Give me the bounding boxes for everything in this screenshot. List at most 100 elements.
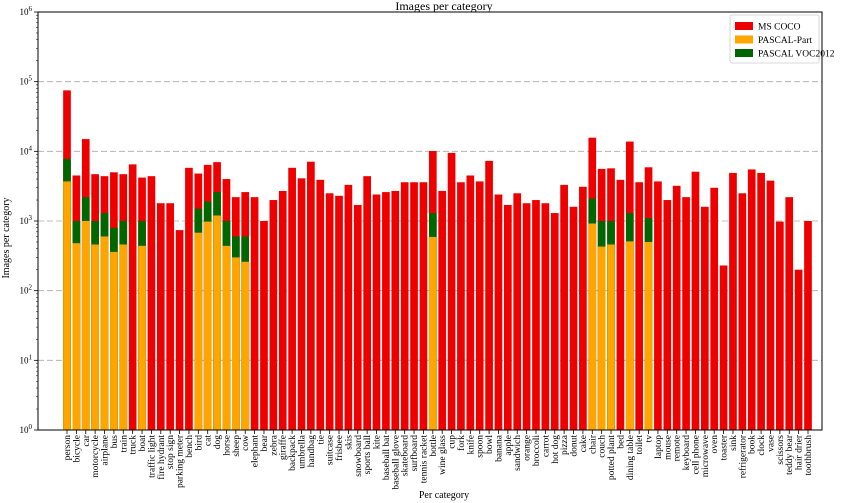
x-tick-label: zebra xyxy=(269,434,279,455)
x-tick-label: sheep xyxy=(232,435,242,457)
x-tick-label: elephant xyxy=(251,435,261,468)
bar-ms-coco-surfboard xyxy=(410,182,418,430)
bar-ms-coco-remote xyxy=(672,185,681,430)
x-tick-label: banana xyxy=(494,434,504,462)
bar-pascal-part-cat xyxy=(203,221,212,430)
x-tick-label: dining table xyxy=(626,435,636,480)
bar-ms-coco-wine-glass xyxy=(438,190,447,430)
x-tick-label: traffic light xyxy=(146,435,157,478)
x-tick-label: bowl xyxy=(485,435,495,454)
x-tick-label: vase xyxy=(766,435,776,452)
legend: MS COCO PASCAL-Part PASCAL VOC2012 xyxy=(729,14,835,64)
x-tick-label: umbrella xyxy=(297,434,307,469)
bar-ms-coco-fire-hydrant xyxy=(156,203,165,430)
bar-ms-coco-cup xyxy=(447,152,456,430)
y-tick-label: 103 xyxy=(20,214,33,226)
bar-ms-coco-sports-ball xyxy=(363,176,371,430)
bar-ms-coco-spoon xyxy=(475,181,484,430)
bar-ms-coco-sink xyxy=(729,172,737,431)
bar-ms-coco-knife xyxy=(466,175,475,430)
bar-ms-coco-vase xyxy=(766,180,775,430)
bar-ms-coco-tennis-racket xyxy=(419,182,428,430)
bar-ms-coco-umbrella xyxy=(297,178,306,430)
bar-ms-coco-apple xyxy=(504,204,512,430)
y-axis-label: Images per category xyxy=(1,197,12,278)
bar-pascal-part-potted-plant xyxy=(607,244,615,430)
bar-pascal-part-horse xyxy=(222,245,231,430)
x-tick-label: remote xyxy=(673,435,683,461)
chart-title: Images per category xyxy=(395,0,492,13)
x-tick-label: kite xyxy=(373,435,383,449)
bar-pascal-part-person xyxy=(63,181,71,430)
x-tick-label: sports ball xyxy=(363,435,373,475)
y-tick-label: 104 xyxy=(20,144,33,156)
bar-ms-coco-banana xyxy=(494,194,503,430)
x-tick-label: book xyxy=(748,435,758,454)
y-tick-label: 100 xyxy=(20,423,33,435)
bar-ms-coco-cell-phone xyxy=(691,171,700,430)
x-tick-label: handbag xyxy=(307,435,317,467)
bar-ms-coco-toaster xyxy=(719,265,728,430)
x-tick-label: toothbrush xyxy=(804,435,814,476)
x-tick-label: bicycle xyxy=(72,435,82,462)
bar-ms-coco-mouse xyxy=(663,200,672,430)
legend-swatch xyxy=(735,22,753,30)
bar-pascal-part-bicycle xyxy=(72,243,81,430)
bar-pascal-part-bus xyxy=(110,251,118,430)
bar-ms-coco-bear xyxy=(260,221,268,430)
bar-ms-coco-handbag xyxy=(307,161,315,430)
x-tick-label: baseball glove xyxy=(391,435,401,490)
x-tick-label: horse xyxy=(222,435,232,456)
bar-ms-coco-laptop xyxy=(654,181,662,430)
bar-ms-coco-carrot xyxy=(541,203,550,430)
bar-pascal-part-bottle xyxy=(428,236,437,430)
y-tick-labels: 100 101 102 103 104 105 106 xyxy=(20,5,33,435)
x-tick-label: laptop xyxy=(654,435,664,459)
x-tick-label: tennis racket xyxy=(419,435,429,484)
bar-ms-coco-orange xyxy=(522,203,531,430)
bar-ms-coco-parking-meter xyxy=(175,230,184,430)
x-tick-label: sink xyxy=(729,435,739,451)
x-tick-label: baseball bat xyxy=(382,435,392,480)
x-tick-label: donut xyxy=(570,435,580,457)
x-tick-label: car xyxy=(82,434,92,446)
x-tick-label: airplane xyxy=(101,435,111,466)
x-tick-label: apple xyxy=(504,435,514,456)
bar-ms-coco-pizza xyxy=(560,184,568,430)
y-tick-label: 102 xyxy=(20,284,33,296)
x-tick-label: bottle xyxy=(429,435,439,457)
bar-ms-coco-bench xyxy=(185,167,193,430)
x-tick-label: spoon xyxy=(476,435,486,458)
bar-pascal-part-chair xyxy=(588,223,597,430)
legend-swatch xyxy=(735,35,753,44)
bar-ms-coco-baseball-bat xyxy=(382,192,390,430)
x-tick-label: toilet xyxy=(635,435,645,455)
bar-pascal-part-airplane xyxy=(100,236,109,430)
x-tick-label: truck xyxy=(129,435,139,455)
bar-ms-coco-bowl xyxy=(485,160,493,431)
x-tick-label: refrigerator xyxy=(737,434,748,478)
x-tick-label: oven xyxy=(710,435,720,454)
bar-pascal-part-cow xyxy=(241,261,250,430)
bar-ms-coco-skis xyxy=(344,184,353,430)
x-tick-label: orange xyxy=(523,435,533,461)
bar-ms-coco-giraffe xyxy=(278,190,287,430)
x-tick-label: dog xyxy=(213,435,223,450)
bar-ms-coco-suitcase xyxy=(325,193,334,430)
x-tick-label: wine glass xyxy=(438,435,448,475)
x-tick-label: suitcase xyxy=(326,435,336,465)
x-tick-labels: person bicycle car motorcycle airplane bus tra… xyxy=(63,434,814,489)
x-tick-label: microwave xyxy=(701,435,711,477)
bar-ms-coco-kite xyxy=(372,194,381,430)
bar-ms-coco-clock xyxy=(757,172,765,431)
x-tick-label: fork xyxy=(456,435,467,451)
x-tick-label: bench xyxy=(185,435,195,458)
bar-ms-coco-tie xyxy=(316,179,325,430)
x-tick-label: cake xyxy=(579,435,589,452)
x-tick-label: bear xyxy=(260,434,270,451)
x-tick-label: person xyxy=(63,435,73,461)
x-tick-label: tie xyxy=(316,435,326,445)
bar-ms-coco-elephant xyxy=(250,197,259,430)
bar-pascal-part-train xyxy=(119,244,128,430)
